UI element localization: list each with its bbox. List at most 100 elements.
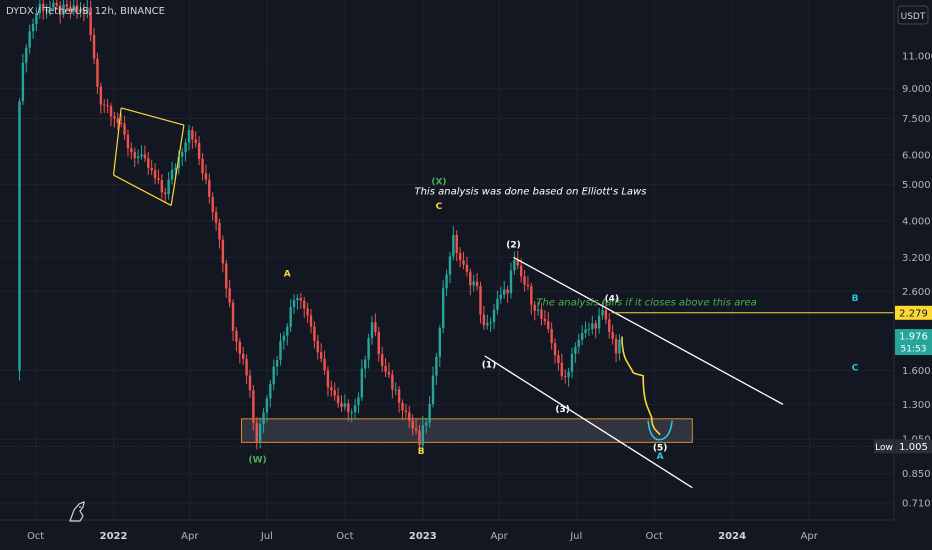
candle-body: [143, 154, 147, 159]
x-tick-label: 2024: [718, 531, 746, 542]
candle-body: [242, 353, 245, 359]
candle-body: [275, 360, 279, 367]
channel-lower-line: [484, 355, 693, 489]
candle-body: [469, 271, 472, 286]
candle-body: [164, 192, 167, 195]
candle-body: [587, 329, 591, 331]
wave-label: (X): [431, 178, 446, 188]
candle-body: [543, 318, 547, 322]
candle-body: [482, 314, 486, 326]
price-badge: 1.005: [895, 439, 932, 454]
candle-body: [550, 328, 553, 344]
candle-body: [35, 13, 38, 24]
wave-label: A: [657, 452, 664, 462]
candle-body: [465, 264, 469, 272]
price-badge-value: 1.976: [899, 332, 928, 343]
candle-body: [272, 366, 275, 385]
candle-body: [228, 288, 231, 303]
candle-body: [397, 389, 401, 403]
candle-body: [218, 222, 221, 240]
candle-body: [103, 104, 106, 106]
low-tag-label: Low: [875, 443, 893, 453]
candle-body: [323, 358, 326, 371]
candle-body: [231, 302, 235, 331]
candle-body: [82, 9, 86, 14]
candle-body: [462, 260, 465, 265]
price-axis-panel[interactable]: [894, 0, 932, 520]
candle-body: [421, 425, 425, 446]
candle-body: [601, 310, 604, 316]
candle-body: [292, 300, 296, 307]
candle-body: [42, 3, 45, 11]
wave-label: C: [436, 202, 443, 212]
x-tick-label: Oct: [336, 531, 353, 542]
candle-body: [519, 265, 523, 277]
y-tick-label: 9.000: [902, 84, 931, 95]
wave-label: (2): [506, 241, 521, 251]
y-tick-label: 3.200: [902, 253, 931, 264]
candle-body: [340, 403, 343, 407]
candle-body: [343, 403, 347, 407]
symbol-title: DYDX / TetherUS, 12h, BINANCE: [6, 6, 165, 17]
candle-body: [584, 329, 587, 333]
diagonal-upper-line: [121, 107, 185, 126]
candle-body: [147, 158, 150, 168]
candles: [18, 0, 621, 453]
price-badge-bg: [895, 305, 932, 320]
candle-body: [479, 285, 482, 315]
candle-body: [65, 4, 69, 7]
candle-body: [86, 7, 89, 14]
candle-body: [536, 309, 540, 311]
candle-body: [336, 395, 340, 404]
candle-body: [208, 179, 211, 197]
candle-body: [211, 196, 214, 213]
currency-button[interactable]: USDT: [897, 5, 929, 25]
candle-body: [492, 309, 496, 323]
candle-body: [347, 403, 350, 413]
candle-body: [530, 286, 533, 305]
x-tick-label: Apr: [181, 531, 199, 542]
candle-body: [391, 374, 394, 390]
low-tag-bg: [874, 439, 894, 454]
candle-body: [265, 398, 269, 413]
candle-body: [167, 179, 170, 195]
candle-body: [394, 389, 397, 391]
candle-body: [506, 289, 509, 294]
candle-body: [567, 371, 570, 378]
candle-body: [79, 9, 82, 12]
channel-upper-line: [513, 256, 784, 405]
candle-body: [126, 134, 130, 149]
candle-body: [608, 319, 611, 332]
x-tick-label: Oct: [27, 531, 44, 542]
candle-body: [191, 130, 194, 140]
projection-path: [621, 336, 661, 436]
y-tick-label: 0.850: [902, 469, 931, 480]
y-tick-label: 11.000: [902, 51, 932, 62]
candle-body: [547, 321, 550, 329]
candle-body: [367, 338, 370, 360]
tradingview-logo-icon[interactable]: [69, 501, 85, 522]
y-tick-label: 7.500: [902, 114, 931, 125]
y-tick-label: 1.300: [902, 400, 931, 411]
candle-body: [448, 256, 452, 275]
candle-body: [174, 168, 177, 170]
candle-body: [106, 105, 109, 107]
candle-body: [69, 6, 72, 12]
candle-body: [160, 180, 164, 193]
candle-body: [435, 356, 438, 376]
wave-label: (3): [555, 405, 570, 415]
candle-body: [299, 298, 303, 301]
candle-body: [316, 340, 319, 353]
candle-body: [594, 323, 597, 329]
candle-body: [136, 156, 140, 159]
candle-body: [150, 167, 153, 171]
candle-body: [591, 323, 594, 330]
x-tick-label: 2022: [100, 531, 128, 542]
candle-body: [370, 322, 374, 339]
time-axis-panel[interactable]: [0, 520, 894, 550]
candle-body: [116, 118, 119, 123]
candle-body: [25, 47, 28, 63]
candle-body: [380, 353, 384, 366]
candle-body: [309, 315, 313, 327]
